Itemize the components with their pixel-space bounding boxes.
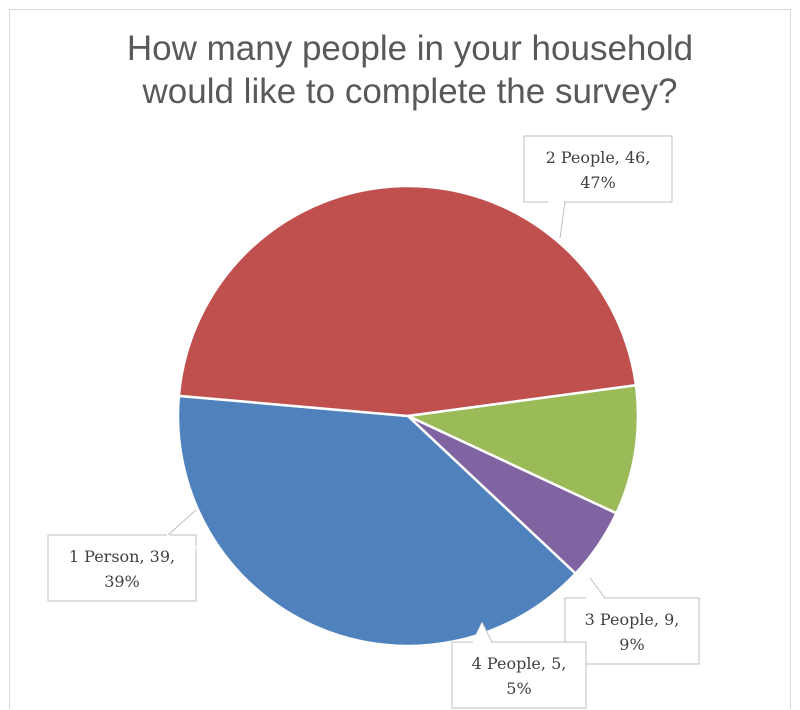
data-label-text-2-people: 2 People, 46, — [546, 148, 651, 167]
pie-slice-2-people — [177, 184, 638, 418]
data-label-box-4-people — [451, 641, 587, 709]
data-label-box-3-people — [564, 597, 700, 665]
data-label-pointer-3-people — [585, 577, 606, 599]
chart-title-line-1: How many people in your household — [127, 29, 693, 68]
data-label-text-4-people: 4 People, 5, — [472, 654, 567, 673]
data-label-box-1-person — [47, 534, 197, 602]
pie-slice-3-people — [406, 383, 640, 515]
data-label-percent-4-people: 5% — [506, 679, 531, 698]
pie-slice-4-people — [406, 414, 618, 575]
data-label-pointer-join-1-person — [166, 534, 198, 549]
data-label-text-1-person: 1 Person, 39, — [69, 547, 175, 566]
chart-title-line-2: would like to complete the survey? — [142, 72, 678, 111]
data-label-pointer-2-people — [547, 201, 566, 239]
data-label-percent-3-people: 9% — [619, 635, 644, 654]
data-label-percent-1-person: 39% — [104, 572, 140, 591]
data-label-percent-2-people: 47% — [580, 173, 616, 192]
slices-layer — [176, 184, 640, 648]
data-label-box-2-people — [523, 135, 673, 203]
pie-slice-1-person — [176, 394, 577, 648]
data-label-text-3-people: 3 People, 9, — [585, 610, 680, 629]
data-labels-layer: 1 Person, 39, 39% 2 People, 46, 47% 3 People… — [47, 135, 700, 709]
